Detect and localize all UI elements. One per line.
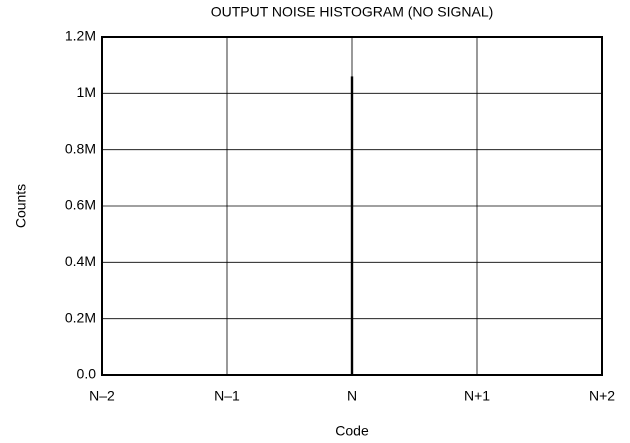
y-tick-label: 0.6M <box>65 197 96 213</box>
y-tick-label: 0.2M <box>65 309 96 325</box>
bar <box>350 76 354 375</box>
y-tick-label: 0.0 <box>77 366 97 382</box>
x-tick-label: N <box>347 388 357 404</box>
chart-title: OUTPUT NOISE HISTOGRAM (NO SIGNAL) <box>211 4 494 20</box>
y-tick-label: 1.2M <box>65 28 96 44</box>
x-tick-label: N–1 <box>214 388 240 404</box>
x-tick-label: N+1 <box>464 388 490 404</box>
x-axis-label: Code <box>335 423 369 439</box>
x-tick-label: N–2 <box>89 388 115 404</box>
y-axis-label: Counts <box>13 184 29 228</box>
y-tick-label: 0.4M <box>65 253 96 269</box>
y-tick-label: 1M <box>77 84 96 100</box>
x-tick-label: N+2 <box>589 388 615 404</box>
y-tick-label: 0.8M <box>65 140 96 156</box>
